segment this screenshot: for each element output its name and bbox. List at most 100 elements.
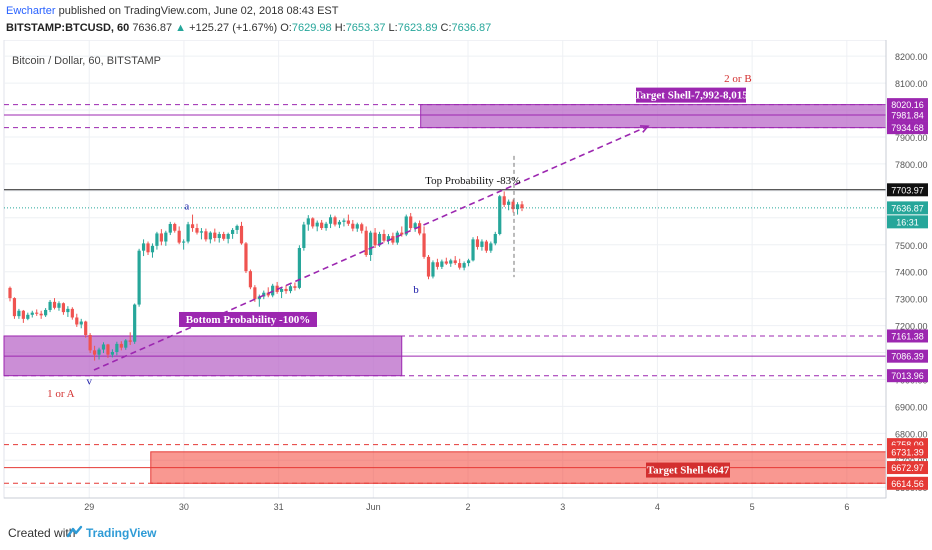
candle-body <box>92 350 97 355</box>
candle-body <box>342 220 346 222</box>
candle-body <box>400 232 404 235</box>
tradingview-brand[interactable]: TradingView <box>86 526 157 540</box>
candle-body <box>208 232 212 240</box>
candle-body <box>453 260 457 264</box>
candle-body <box>244 243 248 272</box>
y-tick-label: 7900.00 <box>895 133 928 143</box>
candle-body <box>502 196 506 205</box>
y-tick-label: 7800.00 <box>895 160 928 170</box>
candle-body <box>168 224 172 233</box>
candle-body <box>44 309 48 316</box>
candle-body <box>351 223 355 229</box>
candle-body <box>493 233 497 244</box>
price-marker-label: 16:31 <box>896 217 919 227</box>
candle-body <box>288 286 293 292</box>
annotation-label: Top Probability -83% <box>425 175 520 187</box>
price-marker-label: 7086.39 <box>891 352 924 362</box>
candle-body <box>182 241 186 243</box>
candle-body <box>391 236 395 243</box>
candle-body <box>84 321 88 336</box>
created-with-label: Created with <box>8 526 76 540</box>
candle-body <box>173 224 177 231</box>
candle-body <box>377 233 382 246</box>
price-marker-label: 6672.97 <box>891 463 924 473</box>
candle-body <box>466 260 471 264</box>
candle-body <box>204 231 208 240</box>
candle-body <box>217 233 221 239</box>
annotation-label: a <box>184 201 189 213</box>
y-tick-label: 6900.00 <box>895 402 928 412</box>
x-tick-label: 31 <box>274 502 284 512</box>
candle-body <box>297 247 301 288</box>
candle-body <box>395 232 399 243</box>
bottom-probability-label-bg <box>179 311 317 327</box>
annotations: Target Shell-7,992-8,015 Bottom Probabili… <box>47 73 752 478</box>
candle-body <box>75 317 79 325</box>
trendline <box>93 125 649 371</box>
open-label: O: <box>280 22 292 34</box>
candle-body <box>190 224 195 229</box>
candle-body <box>146 243 150 253</box>
price-marker-label: 7934.68 <box>891 123 924 133</box>
candle-body <box>231 229 235 234</box>
price-marker-bg <box>887 369 928 383</box>
candle-body <box>61 303 66 313</box>
candle-body <box>315 222 319 227</box>
candle-body <box>97 349 101 355</box>
y-tick-label: 7500.00 <box>895 241 928 251</box>
price-marker-label: 7703.97 <box>891 185 924 195</box>
candle-body <box>177 230 181 243</box>
price-marker-bg <box>887 476 928 490</box>
price-marker-bg <box>887 445 928 459</box>
annotation-label: v <box>86 375 92 387</box>
candle-body <box>239 225 244 244</box>
footer: Created with TradingView <box>0 514 932 550</box>
candle-body <box>159 233 163 242</box>
candle-body <box>137 250 141 305</box>
chart-title: Bitcoin / Dollar, 60, BITSTAMP <box>12 55 161 67</box>
x-tick-label: Jun <box>366 502 381 512</box>
candle-body <box>88 335 92 351</box>
candle-body <box>141 243 146 251</box>
candle-body <box>444 261 448 264</box>
time-axis[interactable]: 29 30 31 Jun 2 3 4 5 6 <box>4 497 886 512</box>
candle-body <box>119 343 123 348</box>
candle-body <box>435 262 440 267</box>
annotation-label: b <box>413 284 419 296</box>
price-marker-bg <box>887 349 928 363</box>
price-marker-label: 7981.84 <box>891 110 924 120</box>
candle-body <box>306 218 310 225</box>
price-axis[interactable]: 8200.008100.008000.007900.007800.007700.… <box>885 40 928 498</box>
price-chart[interactable]: Target Shell-7,992-8,015 Bottom Probabili… <box>0 39 932 514</box>
candle-body <box>12 298 17 317</box>
x-tick-label: 30 <box>179 502 189 512</box>
candle-body <box>195 228 199 233</box>
candle-body <box>489 243 493 251</box>
candle-body <box>128 340 132 342</box>
close-label: C: <box>440 22 452 34</box>
target-shell-upper-label-bg <box>636 87 746 103</box>
candle-body <box>409 216 413 229</box>
open-value: 7629.98 <box>291 22 332 34</box>
candle-body <box>311 218 315 227</box>
candle-body <box>21 310 25 319</box>
price-marker-bg <box>887 329 928 343</box>
candle-body <box>101 344 106 350</box>
candle-body <box>52 301 57 308</box>
price-marker-bg <box>887 98 928 112</box>
candle-body <box>320 222 324 229</box>
y-tick-label: 6800.00 <box>895 429 928 439</box>
chart-area[interactable]: Target Shell-7,992-8,015 Bottom Probabili… <box>0 39 932 514</box>
candle-body <box>293 286 297 288</box>
candle-body <box>79 321 83 325</box>
y-tick-label: 7300.00 <box>895 295 928 305</box>
candle-body <box>30 312 34 315</box>
candle-body <box>346 220 350 224</box>
up-arrow-icon: ▲ <box>175 22 187 34</box>
candle-body <box>235 225 239 230</box>
candle-body <box>426 256 431 277</box>
candle-body <box>404 216 408 235</box>
candle-body <box>213 232 217 239</box>
author-link[interactable]: Ewcharter <box>6 5 56 17</box>
candle-body <box>106 344 110 355</box>
